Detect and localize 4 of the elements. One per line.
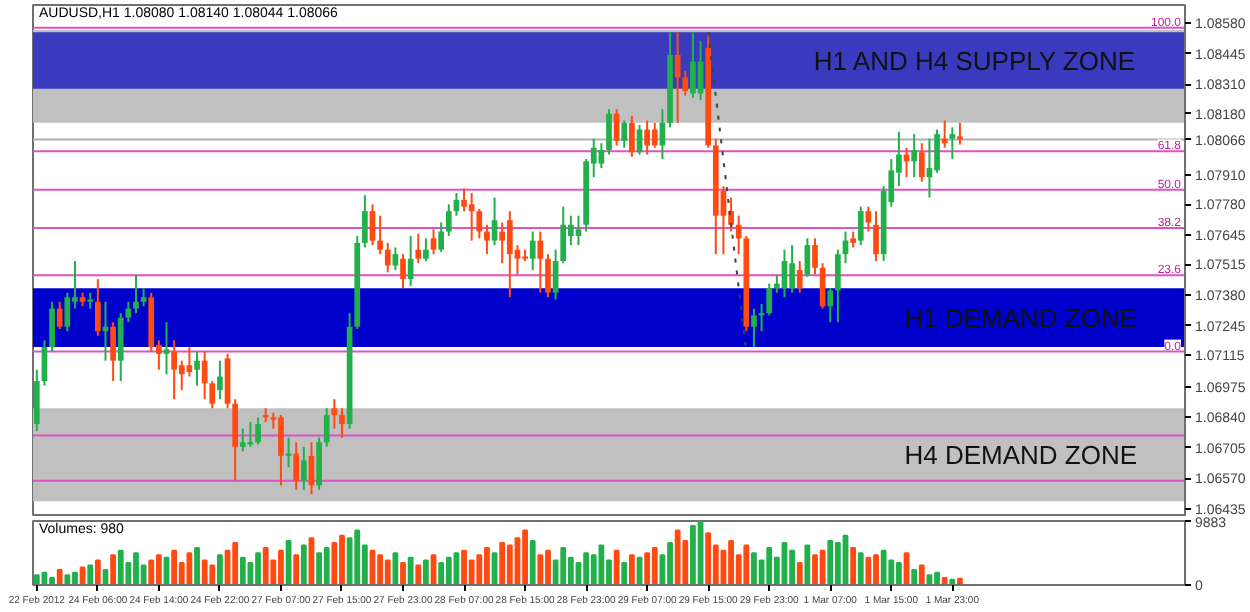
band-label: H4 DEMAND ZONE bbox=[904, 439, 1138, 470]
candlestick bbox=[522, 248, 528, 262]
band-label: H1 DEMAND ZONE bbox=[904, 302, 1138, 333]
band-label: H1 AND H4 SUPPLY ZONE bbox=[813, 45, 1136, 76]
